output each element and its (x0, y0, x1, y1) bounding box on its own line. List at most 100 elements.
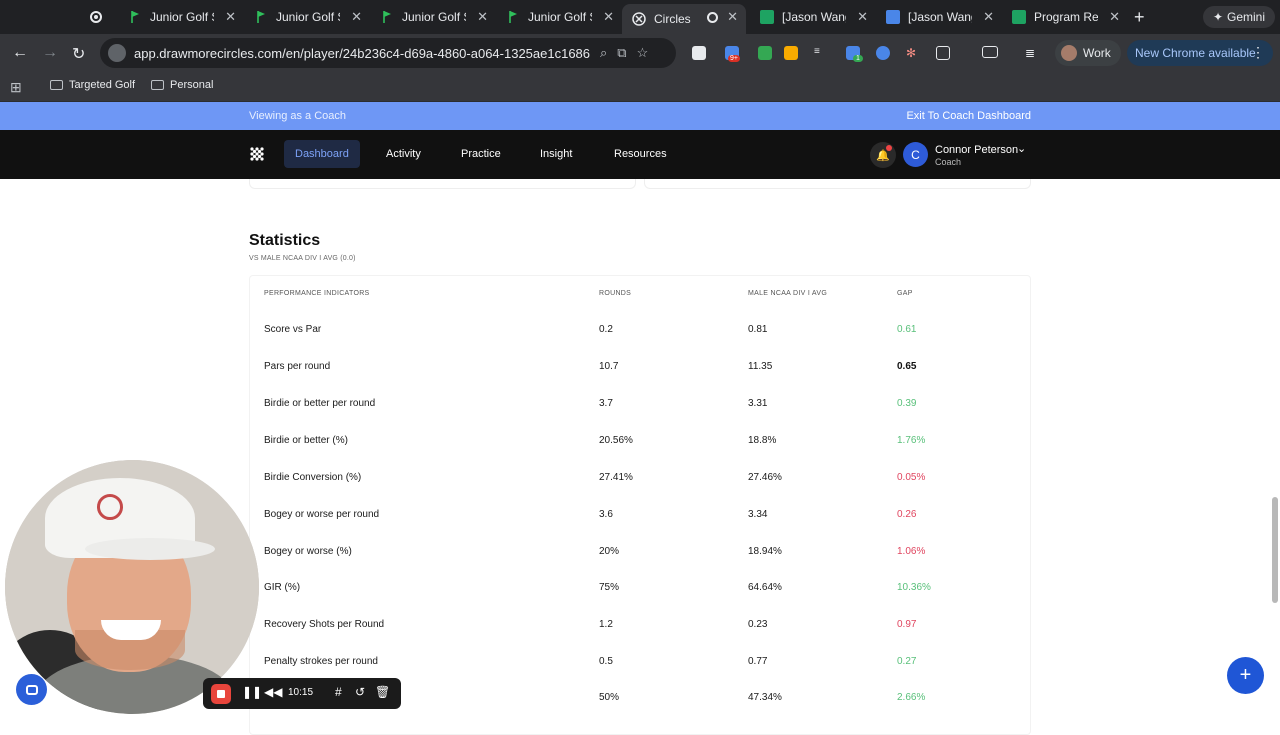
browser-toolbar: ← → ↻ app.drawmorecircles.com/en/player/… (0, 34, 1280, 72)
rewind-icon[interactable]: ◀◀ (264, 685, 283, 699)
avg-cell: 18.94% (748, 546, 782, 557)
tab-title: Junior Golf Sc (276, 10, 340, 24)
chat-launcher-button[interactable] (16, 674, 47, 705)
chevron-down-icon[interactable]: ⌄ (1017, 143, 1027, 155)
rounds-cell: 20% (599, 546, 620, 557)
bookmark-folder[interactable]: Personal (151, 79, 213, 91)
indicator-cell: Score vs Par (264, 324, 322, 335)
close-tab-icon[interactable]: ✕ (351, 9, 362, 24)
statistics-table (249, 275, 1031, 735)
plus-icon: + (1239, 664, 1252, 686)
close-tab-icon[interactable]: ✕ (1109, 9, 1120, 24)
bookmark-star-icon[interactable]: ☆ (636, 45, 649, 60)
close-tab-icon[interactable]: ✕ (603, 9, 614, 24)
url-text[interactable]: app.drawmorecircles.com/en/player/24b236… (134, 45, 590, 61)
indicator-cell: Birdie or better per round (264, 398, 376, 409)
forward-icon[interactable]: → (42, 44, 58, 61)
avg-cell: 64.64% (748, 582, 782, 593)
close-tab-icon[interactable]: ✕ (477, 9, 488, 24)
add-button[interactable]: + (1227, 657, 1264, 694)
trash-icon[interactable]: 🗑 (375, 685, 391, 699)
close-tab-icon[interactable]: ✕ (727, 9, 738, 24)
browser-tab[interactable]: [Jason Wang] ✕ (876, 4, 1002, 30)
avg-cell: 0.23 (748, 619, 768, 630)
browser-tab[interactable]: Junior Golf Sc ✕ (496, 4, 622, 30)
exit-coach-link[interactable]: Exit To Coach Dashboard (906, 110, 1031, 122)
close-tab-icon[interactable]: ✕ (857, 9, 868, 24)
sheets-icon (1012, 10, 1026, 24)
browser-tab[interactable]: Junior Golf Sc ✕ (370, 4, 496, 30)
browser-tab-active[interactable]: Circles ✕ (622, 4, 746, 34)
update-label: New Chrome available (1135, 46, 1256, 60)
statistics-subtitle: VS MALE NCAA DIV I AVG (0.0) (249, 255, 356, 262)
rounds-cell: 0.2 (599, 324, 613, 335)
notifications-button[interactable]: 🔔 (870, 142, 896, 168)
gap-cell: 0.05% (897, 472, 926, 483)
more-menu-icon[interactable]: ⋮ (1251, 44, 1265, 60)
extension-icon[interactable] (758, 46, 772, 60)
recording-indicator-icon (90, 11, 102, 23)
back-icon[interactable]: ← (12, 44, 28, 61)
nav-practice[interactable]: Practice (461, 148, 501, 160)
extension-icon[interactable] (692, 46, 706, 60)
address-bar[interactable]: app.drawmorecircles.com/en/player/24b236… (100, 38, 676, 68)
nav-dashboard[interactable]: Dashboard (284, 140, 360, 168)
circles-logo-icon[interactable] (249, 146, 265, 162)
reading-mode-icon[interactable] (982, 46, 998, 58)
table-row: Pars per round 10.7 11.35 0.65 (249, 348, 1031, 385)
chat-icon (25, 684, 38, 695)
zoom-icon[interactable]: ⌕ (600, 45, 608, 60)
extension-icon[interactable] (784, 46, 798, 60)
new-tab-button[interactable]: + (1134, 7, 1145, 27)
user-role: Coach (935, 157, 962, 167)
avg-cell: 0.81 (748, 324, 768, 335)
pause-icon[interactable]: ❚❚ (242, 685, 263, 699)
extension-icon[interactable]: ✻ (906, 46, 917, 60)
recording-timer: 10:15 (288, 687, 314, 698)
close-tab-icon[interactable]: ✕ (225, 9, 236, 24)
rounds-cell: 20.56% (599, 435, 633, 446)
nav-insight[interactable]: Insight (540, 148, 573, 160)
browser-tab[interactable]: Junior Golf Sc ✕ (118, 4, 244, 30)
nav-activity[interactable]: Activity (386, 148, 421, 160)
gap-cell: 0.97 (897, 619, 917, 630)
user-name[interactable]: Connor Peterson (935, 144, 1019, 156)
nav-resources[interactable]: Resources (614, 148, 667, 160)
stop-recording-button[interactable] (211, 684, 231, 704)
golf-flag-icon (254, 10, 268, 24)
table-row: Birdie or better per round 3.7 3.31 0.39 (249, 385, 1031, 422)
indicator-cell: GIR (%) (264, 582, 301, 593)
browser-tab-strip: Junior Golf Sc ✕ Junior Golf Sc ✕ Junior… (0, 0, 1280, 34)
profile-button[interactable]: Work (1055, 40, 1121, 66)
update-chrome-button[interactable]: New Chrome available ⋮ (1127, 40, 1273, 66)
indicator-cell: Pars per round (264, 361, 331, 372)
indicator-cell: Birdie or better (%) (264, 435, 348, 446)
rounds-cell: 75% (599, 582, 620, 593)
bookmark-folder[interactable]: Targeted Golf (50, 79, 135, 91)
browser-tab[interactable]: Junior Golf Sc ✕ (244, 4, 370, 30)
recorder-controls: ❚❚ ◀◀ 10:15 # ↺ 🗑 (203, 678, 401, 709)
gemini-button[interactable]: ✦ Gemini (1203, 6, 1275, 28)
puzzle-extensions-icon[interactable] (936, 46, 950, 60)
browser-tab[interactable]: [Jason Wang] ✕ (750, 4, 876, 30)
install-app-icon[interactable]: ⧉ (617, 45, 627, 60)
webcam-overlay[interactable] (5, 460, 259, 714)
card-bottom-edge (644, 179, 1031, 189)
rounds-cell: 50% (599, 692, 620, 703)
reload-icon[interactable]: ↻ (72, 46, 86, 63)
grid-icon[interactable]: # (335, 685, 342, 699)
tab-title: Junior Golf Sc (150, 10, 214, 24)
site-info-icon[interactable] (108, 44, 126, 62)
close-tab-icon[interactable]: ✕ (983, 9, 994, 24)
media-queue-icon[interactable]: ≣ (1025, 46, 1036, 60)
browser-tab[interactable]: Program Resu ✕ (1002, 4, 1128, 30)
app-navbar: Dashboard Activity Practice Insight Reso… (0, 130, 1280, 179)
restart-icon[interactable]: ↺ (355, 685, 366, 699)
extension-icon[interactable] (876, 46, 890, 60)
recording-tab-icon (707, 12, 718, 23)
extension-icon[interactable]: ≡ (814, 46, 820, 57)
table-row: Birdie or better (%) 20.56% 18.8% 1.76% (249, 422, 1031, 459)
apps-grid-icon[interactable]: ⊞ (10, 79, 22, 95)
user-avatar[interactable]: C (903, 142, 928, 167)
page-scrollbar[interactable] (1272, 497, 1278, 603)
